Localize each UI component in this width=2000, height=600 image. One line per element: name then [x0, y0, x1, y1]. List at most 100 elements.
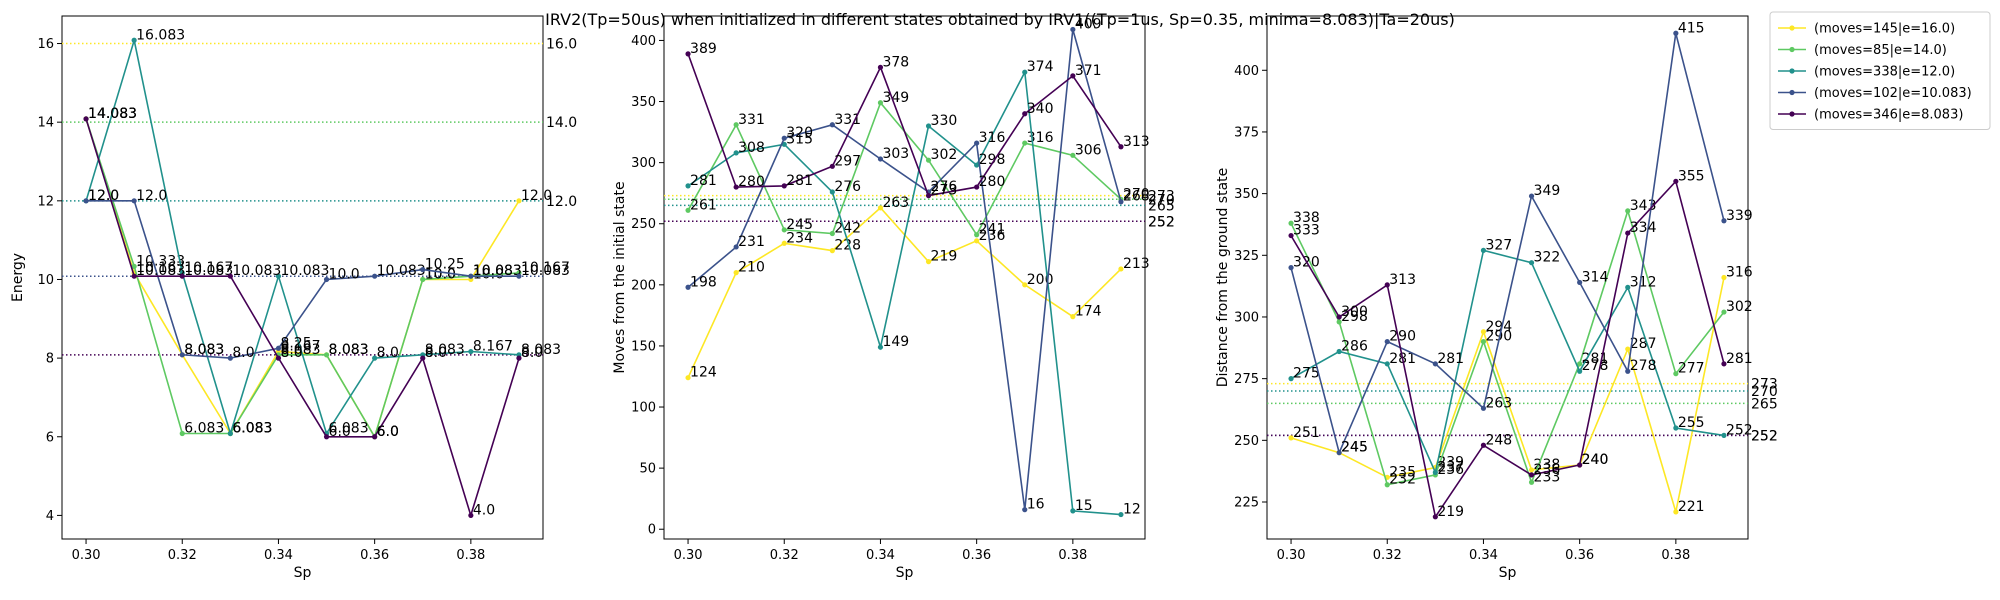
data-point	[1432, 514, 1438, 520]
data-label: 10.083	[136, 263, 185, 279]
data-point	[1673, 371, 1679, 377]
data-label: 306	[1075, 142, 1102, 158]
data-label: 313	[1389, 272, 1416, 288]
data-point	[131, 273, 137, 279]
data-point	[685, 183, 691, 189]
data-label: 286	[1341, 339, 1368, 355]
series-2: 261 331 245 242 349 302 241 316 306 270	[685, 90, 1150, 238]
data-point	[925, 193, 932, 199]
data-label: 8.083	[184, 342, 224, 358]
data-point	[83, 198, 89, 204]
data-label: 281	[690, 173, 717, 189]
data-point	[1528, 479, 1535, 485]
y-tick-label: 4	[46, 509, 54, 524]
series-line	[687, 29, 1122, 510]
data-point	[275, 345, 282, 351]
legend-entry: (moves=102|e=10.083)	[1778, 86, 1972, 101]
data-label: 6.083	[329, 420, 369, 436]
data-point	[179, 273, 185, 279]
data-label: 339	[1726, 208, 1753, 224]
data-label: 371	[1075, 63, 1102, 79]
data-label: 263	[1485, 395, 1512, 411]
data-label: 8.167	[473, 339, 513, 355]
data-label: 6.0	[377, 424, 399, 440]
series-line	[1290, 277, 1725, 513]
legend-label: (moves=102|e=10.083)	[1814, 86, 1972, 101]
data-label: 374	[1027, 59, 1054, 75]
legend-entry: (moves=145|e=16.0)	[1778, 22, 1955, 37]
data-point	[420, 267, 426, 273]
data-point	[131, 198, 137, 204]
data-point	[1480, 329, 1487, 335]
data-label: 15	[1075, 498, 1093, 514]
y-axis-label: Energy	[10, 253, 26, 302]
legend-label: (moves=338|e=12.0)	[1814, 65, 1955, 80]
data-point	[468, 348, 474, 355]
data-label: 302	[1726, 299, 1753, 315]
data-label: 234	[786, 230, 813, 246]
chart-panels: 0.30 0.32 0.34 0.36 0.38 4 6 8 10 12 14 16 Sp Energy 1…	[10, 15, 1778, 581]
data-label: 316	[1027, 130, 1054, 146]
series-5: 389 280 281 297 378 273 280 340 371 313	[685, 41, 1150, 199]
data-point	[733, 244, 739, 250]
data-label: 10.167	[184, 260, 233, 276]
data-label: 6.0	[377, 424, 399, 440]
data-point	[1070, 152, 1076, 158]
data-point	[1577, 279, 1583, 286]
y-tick-label: 50	[639, 462, 656, 477]
data-label: 378	[882, 54, 909, 70]
data-label: 10.083	[280, 263, 329, 279]
data-point	[1022, 69, 1028, 75]
data-point	[781, 227, 787, 233]
data-label: 287	[1630, 336, 1657, 352]
data-point	[1625, 208, 1631, 214]
data-label: 10.083	[473, 263, 522, 279]
x-tick-label: 0.34	[264, 548, 293, 563]
data-point	[1577, 368, 1583, 374]
data-label: 389	[690, 41, 717, 57]
x-tick-label: 0.30	[72, 548, 101, 563]
y-tick-label: 400	[1234, 64, 1259, 79]
data-point	[685, 284, 691, 290]
data-point	[83, 116, 89, 122]
series-line	[1290, 249, 1725, 475]
data-label: 10.167	[521, 260, 570, 276]
x-tick-label: 0.34	[1469, 548, 1498, 563]
y-tick-label: 14	[37, 116, 54, 131]
data-point	[829, 122, 835, 128]
data-point	[974, 232, 980, 238]
series-line	[85, 118, 520, 519]
data-point	[1022, 140, 1028, 146]
legend-marker	[1789, 46, 1795, 53]
data-point	[1288, 220, 1294, 226]
data-label: 6.083	[232, 420, 272, 436]
data-label: 280	[979, 174, 1006, 190]
data-label: 12.0	[88, 188, 119, 204]
data-label: 6.083	[184, 420, 224, 436]
data-point	[1432, 469, 1438, 475]
x-tick-label: 0.36	[962, 548, 991, 563]
data-point	[1118, 199, 1124, 205]
data-point	[877, 64, 884, 70]
data-label: 316	[1726, 265, 1753, 281]
data-label: 338	[1293, 210, 1320, 226]
data-point	[516, 198, 522, 204]
data-point	[829, 230, 835, 237]
data-label: 415	[1678, 20, 1705, 36]
x-tick-label: 0.30	[674, 548, 703, 563]
data-label: 303	[882, 146, 909, 162]
data-label: 8.0	[425, 345, 447, 361]
data-label: 261	[690, 197, 717, 213]
data-point	[974, 184, 980, 190]
x-tick-label: 0.32	[1373, 548, 1402, 563]
reference-label: 14.0	[546, 115, 577, 131]
data-point	[877, 100, 884, 106]
x-tick-label: 0.30	[1277, 548, 1306, 563]
x-tick-label: 0.36	[360, 548, 389, 563]
data-point	[1528, 193, 1535, 199]
legend-entry: (moves=338|e=12.0)	[1778, 65, 1955, 80]
data-label: 8.083	[425, 342, 465, 358]
data-label: 298	[1341, 309, 1368, 325]
reference-label: 265	[1751, 396, 1778, 412]
